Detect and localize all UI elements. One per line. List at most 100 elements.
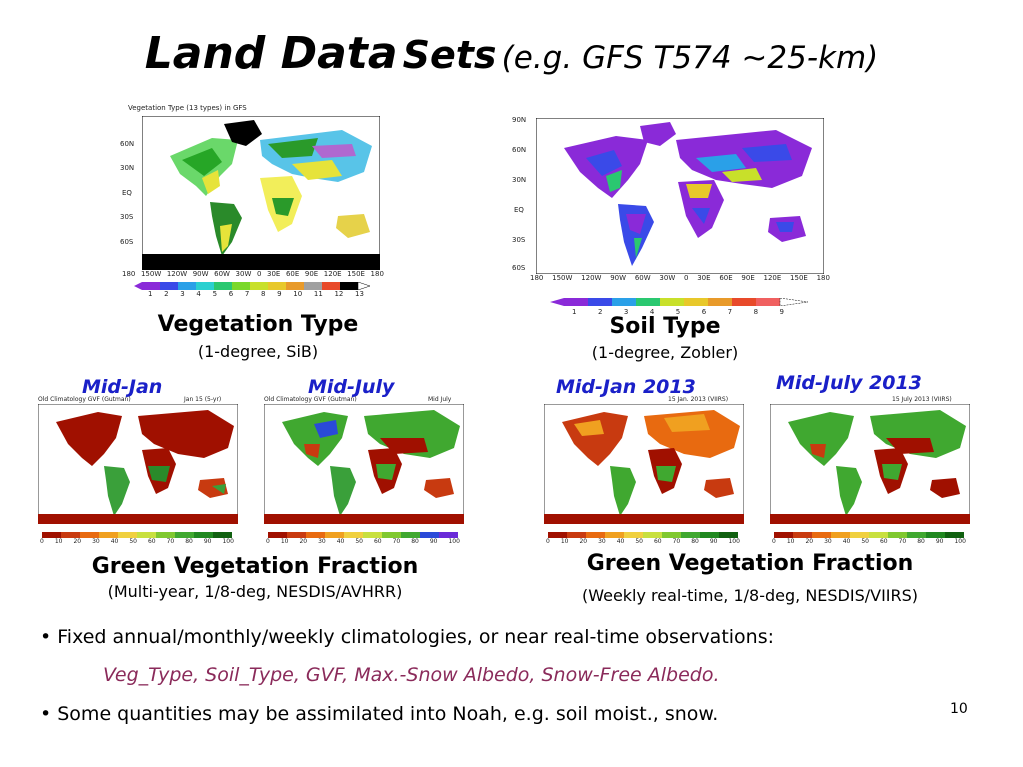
cb-label: 10 [280,538,289,545]
soil-cb-label: 5 [675,308,681,316]
cb-label: 50 [355,538,363,545]
soil-type-map: 90N 60N 30N EQ 30S 60S 180 150W 120W 90W… [510,112,835,322]
veg-map-title: Vegetation Type (13 types) in GFS [128,104,247,112]
cb-label: 30 [92,538,100,545]
cb-label: 100 [954,538,966,545]
veg-cb-label: 10 [293,290,303,298]
cb-label: 0 [266,538,270,545]
soil-lon-tick: 150E [790,274,808,282]
cb-label: 100 [448,538,460,545]
gvf-clim-jan-label: Mid-Jan [82,376,163,398]
veg-cb-label: 9 [277,290,282,298]
cb-label: 100 [222,538,234,545]
veg-lon-tick: 120E [323,270,342,278]
veg-cb-label: 1 [148,290,153,298]
cb-label: 20 [579,538,588,545]
veg-lon-tick: 30E [267,270,281,278]
soil-lat-eq: EQ [514,206,524,214]
cb-label: 30 [318,538,326,545]
page-number: 10 [950,701,968,717]
veg-cb-label: 7 [244,290,250,298]
soil-lat-30n: 30N [512,176,527,184]
soil-type-sub: (1-degree, Zobler) [591,343,739,362]
cb-label: 80 [185,538,193,545]
veg-cb-label: 8 [260,290,266,298]
gvf-clim-jan-colorbar [42,532,232,538]
veg-cb-label: 11 [313,290,323,298]
cb-label: 0 [40,538,44,545]
cb-label: 60 [147,538,156,545]
soil-lon-tick: 150W [552,274,573,282]
veg-lon-tick: 0 [256,270,262,278]
veg-lat-60s: 60S [120,238,134,246]
veg-cb-label: 4 [196,290,201,298]
gvf-clim-sub: (Multi-year, 1/8-deg, NESDIS/AVHRR) [107,582,403,601]
gvf-rt-jan-colorbar [548,532,738,538]
veg-lon-tick: 150W [140,270,162,278]
veg-lon-tick: 90E [304,270,319,278]
cb-label: 90 [935,538,944,545]
cb-label: 10 [560,538,569,545]
gvf-clim-jan-cb-labels: 0 10 20 30 40 50 60 70 80 90 100 [40,538,234,545]
gvf-clim-jul-cb-labels: 0 10 20 30 40 50 60 70 80 90 100 [266,538,460,545]
veg-lon-tick: 90W [192,270,209,278]
cb-label: 10 [54,538,63,545]
veg-lon-tick: 180 [122,270,136,278]
cb-label: 40 [336,538,345,545]
soil-lon-tick: 90W [610,274,627,282]
soil-lat-30s: 30S [512,236,526,244]
soil-cb-label: 6 [701,308,707,316]
soil-lon-tick: 60E [719,274,733,282]
soil-lon-tick: 90E [741,274,755,282]
veg-cb-label: 5 [212,290,218,298]
gvf-clim-jan-map: Old Climatology GVF (Gutman) Jan 15 (5-y… [24,396,242,546]
veg-lat-eq: EQ [122,189,132,197]
cb-label: 0 [546,538,550,545]
cb-label: 80 [691,538,699,545]
soil-lon-tick: 60W [634,274,651,282]
veg-lon-tick: 180 [370,270,384,278]
soil-lon-axis: 180 150W 120W 90W 60W 30W 0 30E 60E 90E … [530,274,830,282]
veg-map-plot [142,116,380,270]
veg-lon-axis: 180 150W 120W 90W 60W 30W 0 30E 60E 90E … [122,270,384,278]
soil-map-plot [536,118,824,274]
cb-label: 80 [917,538,925,545]
cb-label: 10 [786,538,795,545]
soil-cb-label: 2 [597,308,603,316]
gvf-rt-sub: (Weekly real-time, 1/8-deg, NESDIS/VIIRS… [581,586,919,605]
soil-lon-tick: 30E [697,274,711,282]
bullet-1-list: Veg_Type, Soil_Type, GVF, Max.-Snow Albe… [103,664,720,686]
gvf-rt-jul-label: Mid-July 2013 [776,372,922,394]
soil-lat-60s: 60S [512,264,526,272]
cb-label: 70 [392,538,401,545]
soil-cb-label: 8 [753,308,759,316]
veg-cb-label: 6 [228,290,234,298]
gvf-rt-jan-date: 15 Jan. 2013 (VIIRS) [668,396,729,403]
gvf-clim-jan-date: Jan 15 (5-yr) [184,396,222,403]
veg-lon-tick: 120W [166,270,188,278]
cb-label: 100 [728,538,740,545]
veg-lon-tick: 60W [214,270,230,278]
veg-cb-label: 13 [355,290,364,298]
gvf-rt-jan-plot [544,404,744,524]
title-subtitle: (e.g. GFS T574 ~25-km) [501,40,879,76]
cb-label: 40 [842,538,851,545]
veg-cb-label: 2 [164,290,169,298]
gvf-clim-jul-colorbar [268,532,458,538]
soil-lon-tick: 180 [816,274,830,282]
slide-title: Land Data Sets (e.g. GFS T574 ~25-km) [0,28,1023,79]
soil-lon-tick: 30W [659,274,676,282]
title-land-data: Land Data [144,28,398,79]
soil-type-label: Soil Type [609,314,721,339]
cb-label: 40 [616,538,625,545]
soil-lat-90n: 90N [512,116,527,124]
cb-label: 70 [898,538,907,545]
soil-colorbar-labels: 1 2 3 4 5 6 7 8 9 [572,308,784,316]
soil-cb-label: 7 [727,308,733,316]
veg-lon-tick: 150E [347,270,365,278]
bullet-1: • Fixed annual/monthly/weekly climatolog… [40,626,775,648]
title-sets: Sets [402,33,497,77]
cb-label: 90 [203,538,212,545]
cb-label: 60 [653,538,662,545]
gvf-clim-jan-title: Old Climatology GVF (Gutman) [38,396,131,403]
